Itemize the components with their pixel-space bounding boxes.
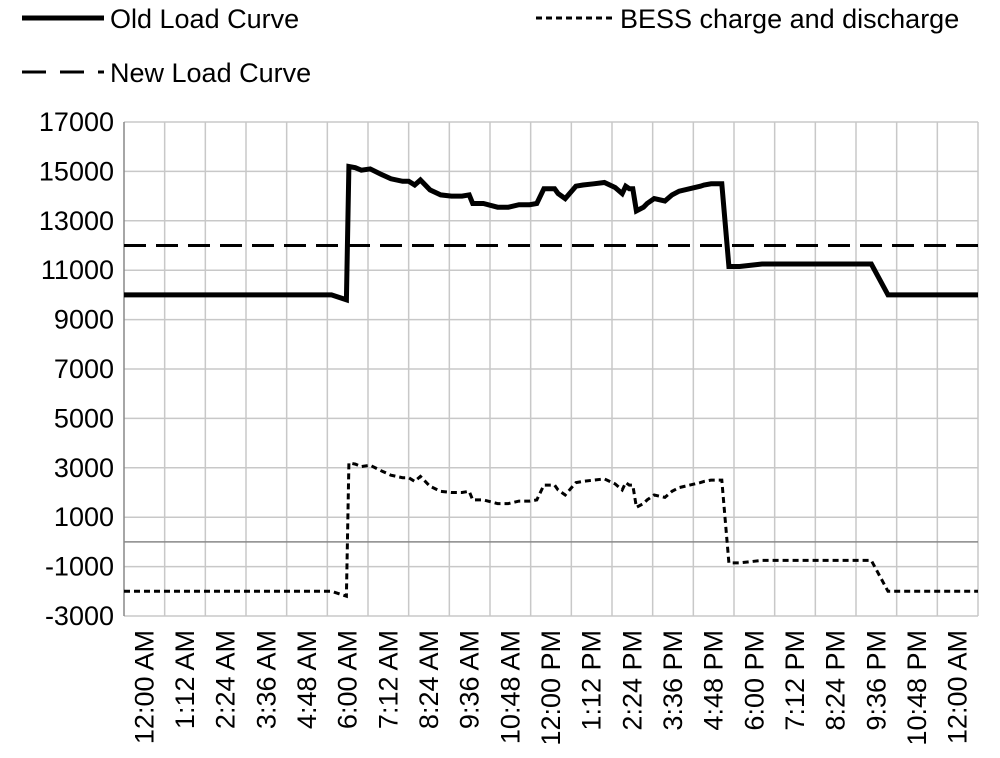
y-tick-label: 3000 [54,453,114,483]
x-tick-label: 7:12 PM [780,630,810,731]
x-tick-labels: 12:00 AM 1:12 AM 2:24 AM 3:36 AM 4:48 AM 6:00… [129,630,972,746]
legend: Old Load Curve New Load Curve BESS charge … [22,4,959,88]
x-tick-label: 12:00 AM [129,630,159,744]
x-tick-label: 4:48 PM [699,630,729,731]
x-tick-label: 6:00 AM [333,630,363,729]
series-line-bess-charge-and-discharge [124,461,978,599]
y-tick-label: 1000 [54,502,114,532]
x-tick-label: 2:24 AM [211,630,241,729]
x-tick-label: 1:12 PM [577,630,607,731]
x-tick-label: 3:36 AM [251,630,281,729]
y-tick-label: 7000 [54,354,114,384]
legend-label-bess-charge-and-discharge: BESS charge and discharge [620,4,959,34]
x-tick-label: 10:48 PM [902,630,932,746]
y-tick-label: 5000 [54,403,114,433]
x-tick-label: 1:12 AM [170,630,200,729]
y-tick-label: -3000 [45,601,114,631]
series-layer [124,163,978,599]
y-tick-labels: 17000 15000 13000 11000 9000 7000 5000 3000 1000… [39,107,114,631]
x-tick-label: 12:00 AM [943,630,973,744]
x-tick-label: 4:48 AM [292,630,322,729]
x-tick-label: 2:24 PM [617,630,647,731]
axes [123,122,978,616]
x-tick-label: 7:12 AM [373,630,403,729]
x-tick-label: 3:36 PM [658,630,688,731]
y-tick-label: 15000 [39,156,114,186]
y-tick-label: 9000 [54,305,114,335]
y-tick-label: 13000 [39,206,114,236]
x-tick-label: 8:24 PM [821,630,851,731]
x-tick-label: 6:00 PM [739,630,769,731]
x-tick-label: 9:36 AM [455,630,485,729]
x-tick-label: 10:48 AM [495,630,525,744]
x-tick-label: 8:24 AM [414,630,444,729]
x-tick-label: 12:00 PM [536,630,566,746]
series-line-old-load-curve [124,163,978,304]
legend-label-old-load-curve: Old Load Curve [110,4,299,34]
gridlines [124,121,979,617]
legend-label-new-load-curve: New Load Curve [110,58,311,88]
x-tick-label: 9:36 PM [861,630,891,731]
y-tick-label: -1000 [45,552,114,582]
y-tick-label: 17000 [39,107,114,137]
y-tick-label: 11000 [41,255,114,285]
